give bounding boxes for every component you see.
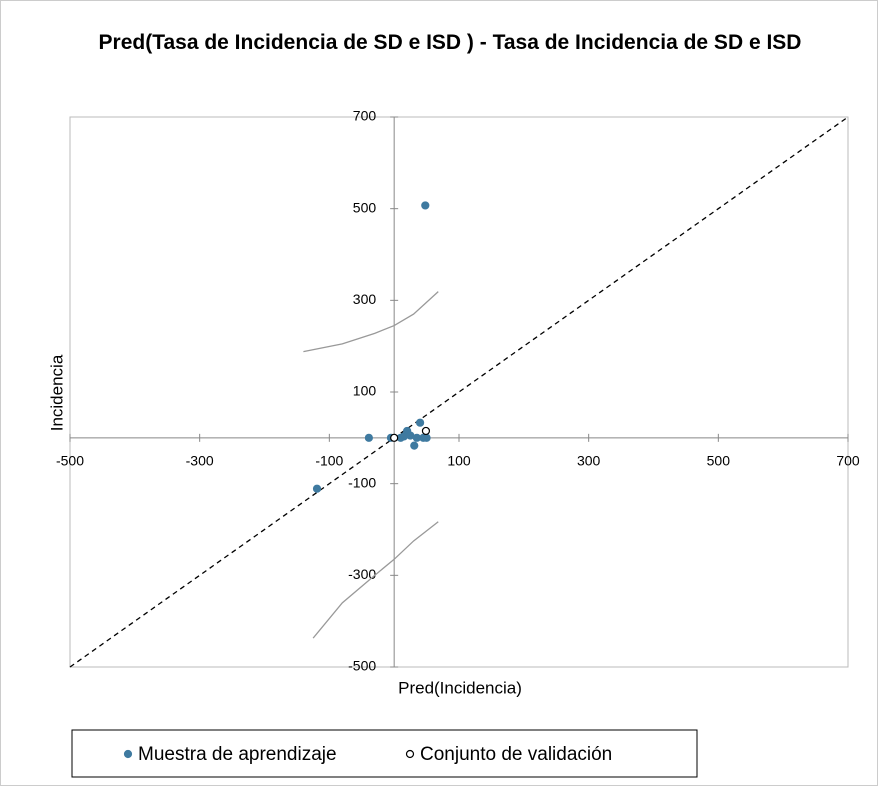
point [364,433,373,442]
x-tick-label: 500 [707,453,731,469]
point [412,433,421,442]
x-tick-label: 100 [447,453,471,469]
legend-label: Muestra de aprendizaje [138,744,337,765]
legend-label: Conjunto de validación [420,744,612,765]
point [410,441,419,450]
y-tick-label: -300 [348,566,376,582]
y-tick-label: 300 [353,291,377,307]
point [312,484,322,493]
y-tick-label: -500 [348,658,376,674]
y-tick-label: 100 [353,383,377,399]
x-tick-label: -100 [315,453,343,469]
legend-marker [123,749,133,759]
legend-box [71,729,698,778]
chart-title: Pred(Tasa de Incidencia de SD e ISD ) - … [98,31,802,54]
point [421,201,430,210]
x-tick-label: -300 [186,453,214,469]
identity-line [69,116,849,668]
confidence-curve [312,521,439,639]
y-tick-label: -100 [348,474,376,490]
x-tick-label: 300 [577,453,601,469]
point [390,433,399,442]
confidence-curve [303,291,439,353]
x-tick-label: 700 [836,453,860,469]
point [421,426,431,436]
plot-area [69,116,849,668]
y-tick-label: 500 [353,199,377,215]
x-axis-label: Pred(Incidencia) [398,678,522,697]
point [422,433,431,442]
y-axis-label: Incidencia [47,354,66,431]
y-tick-label: 700 [353,108,377,124]
legend-marker [405,749,415,759]
point [416,418,425,427]
point [399,432,408,441]
x-tick-label: -500 [56,453,84,469]
